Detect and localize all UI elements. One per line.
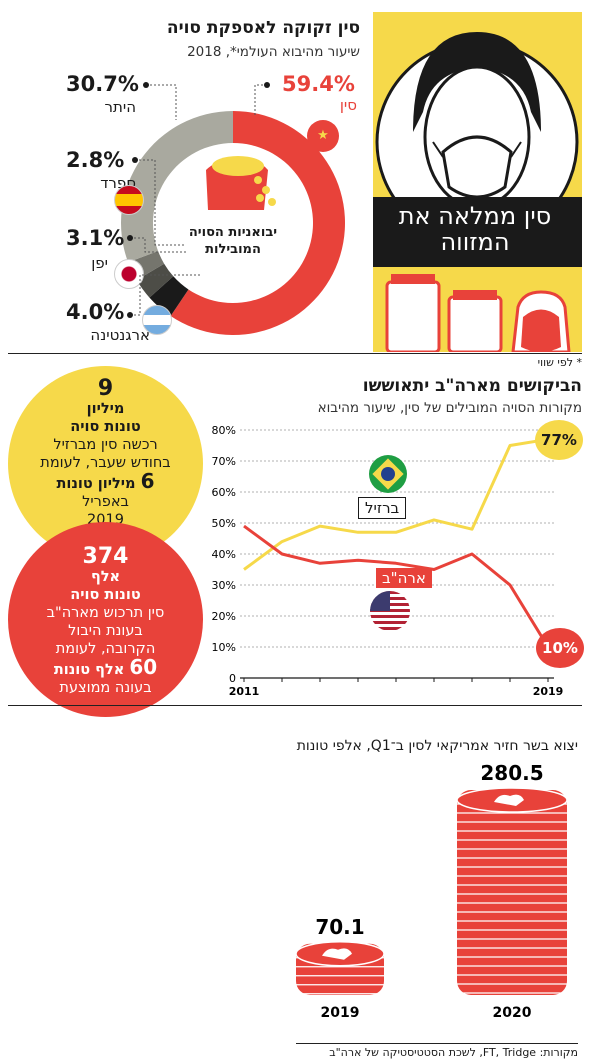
fact-usa-line7: בעונה ממוצעת — [59, 680, 152, 696]
fact-usa-num2: 60 — [129, 655, 158, 679]
usa-flag-icon — [370, 591, 410, 631]
japan-flag-icon — [114, 259, 144, 289]
fact-usa-num1: 374 — [82, 544, 129, 569]
soy-sack-icon — [206, 156, 276, 210]
leader-dots — [127, 82, 270, 318]
leader-lines — [130, 84, 267, 316]
donut-slice-4 — [121, 111, 233, 263]
bar-2020 — [456, 787, 568, 995]
brazil-flag-icon — [369, 455, 407, 493]
fact-usa-line5: הקרובה, לעומת — [55, 641, 156, 657]
series-label-brazil: ברזיל — [358, 497, 407, 519]
illustration-text: סין ממלאה את המזווה — [398, 202, 552, 256]
y-tick-label-7: 70% — [212, 455, 236, 468]
series-label-usa: ארה"ב — [376, 568, 432, 588]
section2-title: הביקושים מארה"ב יתאוששו — [362, 376, 582, 396]
fact-brazil-num1: 9 — [97, 376, 114, 401]
bar-value-label-0: 70.1 — [315, 915, 364, 939]
series-line-0 — [243, 437, 549, 571]
line-chart: 0 10% 20% 30% 40% 50% 60% 70% 80% 2011 2019 — [212, 424, 564, 698]
label-spain-pct: 2.8% — [66, 148, 125, 172]
label-other-name: היתר — [104, 98, 136, 116]
label-china-name: סין — [339, 96, 357, 114]
y-tick-label-2: 20% — [212, 610, 236, 623]
fact-brazil-line3: רכשה סין מברזיל — [53, 437, 158, 453]
fact-brazil-line5: מיליון טונות — [56, 476, 136, 492]
fact-usa-line2: טונות סויה — [70, 587, 141, 603]
x-tick-label-0: 2011 — [229, 685, 260, 698]
fact-brazil-num2: 6 — [140, 469, 155, 493]
illustration-panel — [373, 12, 582, 354]
divider-3 — [296, 1043, 578, 1044]
spain-flag-icon — [114, 185, 144, 215]
series-line-1 — [243, 524, 550, 648]
bar-chart: 70.1 2019 280.5 2020 — [295, 761, 568, 1021]
bar-2019 — [295, 941, 385, 995]
donut-slice-0 — [170, 111, 345, 335]
y-tick-label-1: 10% — [212, 641, 236, 654]
masked-face-illustration — [373, 32, 582, 354]
sources: מקורות: FT, Tridge, לשכת הסטטיסטיקה של א… — [329, 1046, 578, 1059]
x-tick-label-1: 2019 — [533, 685, 564, 698]
y-tick-label-8: 80% — [212, 424, 236, 437]
section1-subtitle: שיעור מהיבוא העולמי*, 2018 — [187, 44, 360, 60]
y-tick-label-4: 40% — [212, 548, 236, 561]
fact-usa-line6: אלף טונות — [53, 662, 125, 678]
china-flag-icon: ★ — [307, 120, 339, 152]
donut-center-label: יבואניות הסויה המובילות — [188, 225, 278, 257]
usa-fact-bubble: 374 אלף טונות סויה סין תרכוש מארה"ב בעונ… — [8, 522, 203, 717]
y-tick-label-6: 60% — [212, 486, 236, 499]
fact-brazil-line6: באפריל — [82, 494, 129, 510]
divider-2 — [8, 705, 582, 706]
label-other-pct: 30.7% — [66, 72, 139, 96]
fact-usa-line1: אלף — [90, 569, 121, 585]
section2-subtitle: מקורות הסויה המובילים של סין, שיעור מהיב… — [317, 400, 582, 416]
argentina-flag-icon — [142, 305, 172, 335]
end-label-usa: 10% — [536, 628, 584, 668]
bar-category-label-0: 2019 — [321, 1005, 360, 1021]
section3-title: יצוא בשר חזיר אמריקאי לסין ב־Q1, אלפי טו… — [296, 738, 578, 754]
fact-brazil-line1: מיליון — [86, 401, 125, 417]
fact-brazil-line4: בחודש שעבר, לעומת — [40, 455, 171, 471]
section1-title: סין זקוקה לאספקת סויה — [166, 18, 360, 38]
footnote: * לפי שווי — [537, 356, 582, 369]
fact-usa-line3: סין תרכוש מארה"ב — [46, 605, 165, 621]
y-tick-label-5: 50% — [212, 517, 236, 530]
y-tick-label-0: 0 — [229, 672, 236, 685]
label-argentina-pct: 4.0% — [66, 300, 125, 324]
divider-1 — [8, 353, 582, 354]
end-label-brazil: 77% — [535, 420, 583, 460]
bar-category-label-1: 2020 — [493, 1005, 532, 1021]
label-argentina-name: ארגנטינה — [90, 326, 150, 344]
label-japan-name: יפן — [91, 254, 108, 272]
bar-value-label-1: 280.5 — [480, 761, 543, 785]
label-japan-pct: 3.1% — [66, 226, 125, 250]
label-china-pct: 59.4% — [282, 72, 355, 96]
fact-usa-line4: בעונת היבול — [68, 623, 143, 639]
y-tick-label-3: 30% — [212, 579, 236, 592]
donut-slice-2 — [136, 263, 174, 298]
fact-brazil-line2: טונות סויה — [70, 419, 141, 435]
